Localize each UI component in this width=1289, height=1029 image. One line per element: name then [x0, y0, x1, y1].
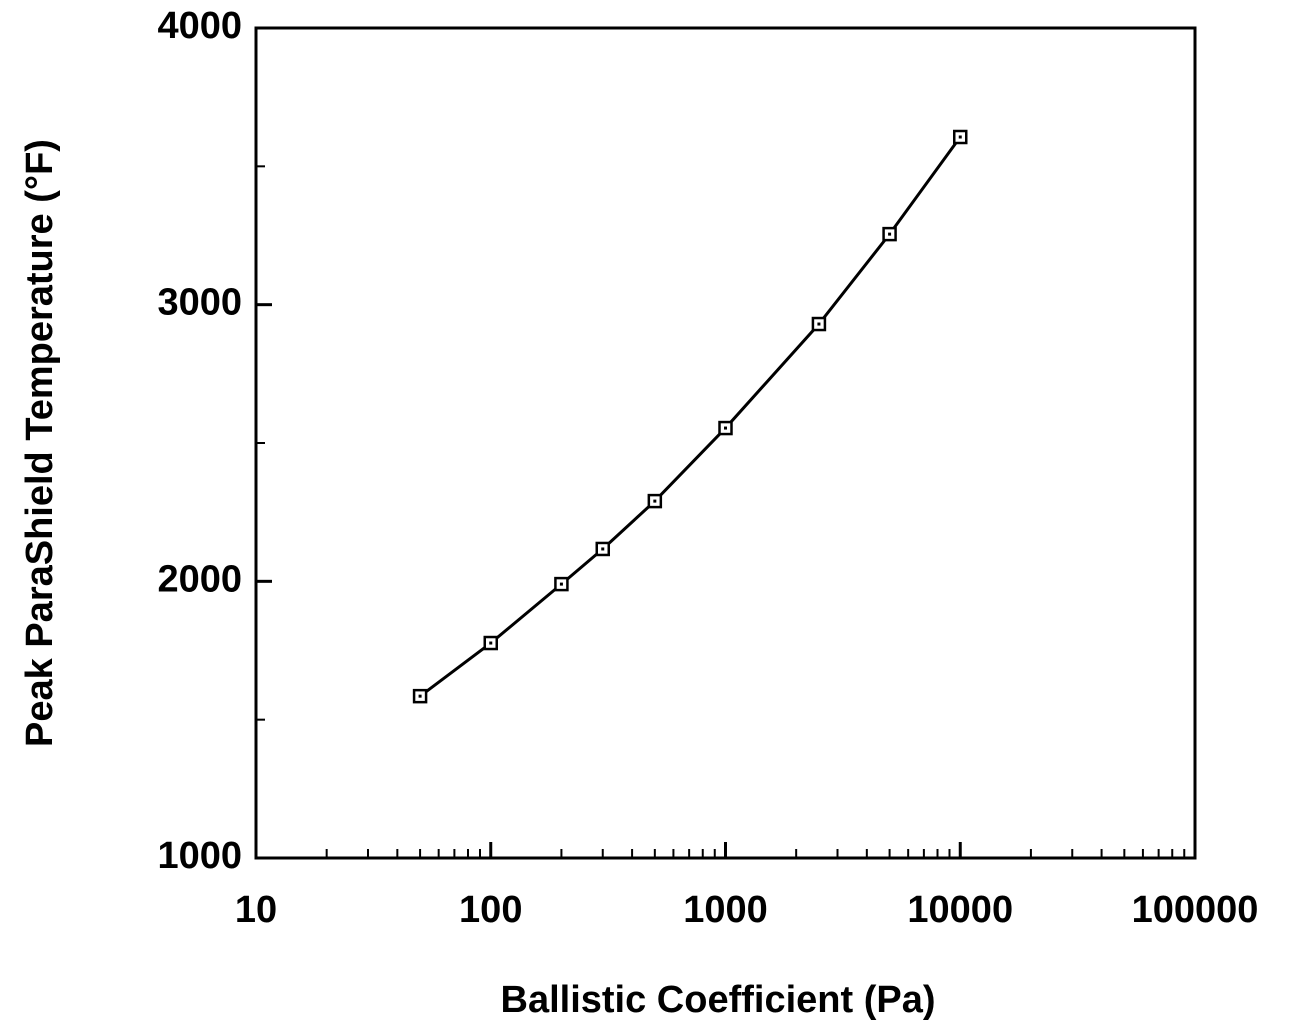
data-marker-dot	[724, 426, 727, 430]
y-tick-label: 4000	[157, 5, 242, 47]
data-marker-dot	[888, 232, 892, 236]
x-tick-label: 10000	[907, 889, 1013, 931]
x-tick-label: 10	[235, 889, 277, 931]
data-marker-dot	[817, 322, 821, 326]
y-tick-label: 1000	[157, 835, 242, 877]
plot-frame	[254, 26, 1197, 860]
x-tick-label: 100	[459, 889, 522, 931]
data-marker-dot	[958, 135, 962, 139]
data-marker-dot	[418, 694, 422, 698]
x-tick-label: 100000	[1132, 889, 1259, 931]
y-tick-label: 3000	[157, 282, 242, 324]
data-marker-dot	[653, 499, 657, 503]
data-line	[419, 136, 962, 698]
x-tick-label: 1000	[683, 889, 768, 931]
data-marker-dot	[601, 547, 605, 551]
y-axis-label: Peak ParaShield Temperature (°F)	[19, 139, 61, 747]
data-marker-dot	[559, 582, 563, 586]
data-marker-dot	[489, 641, 493, 645]
x-axis-label: Ballistic Coefficient (Pa)	[501, 979, 936, 1021]
y-tick-label: 2000	[157, 558, 242, 600]
